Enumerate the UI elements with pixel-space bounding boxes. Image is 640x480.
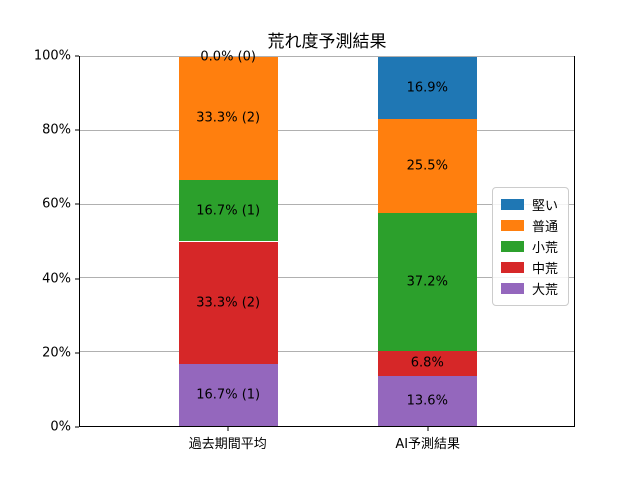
- y-tick-label: 0%: [50, 419, 71, 435]
- bar-segment-label: 16.9%: [406, 80, 448, 96]
- bar-segment-label: 0.0% (0): [200, 49, 256, 65]
- x-tick-label: 過去期間平均: [188, 437, 267, 452]
- bar-segment-label: 13.6%: [406, 393, 448, 409]
- y-tick-mark: [75, 352, 79, 354]
- bar-segment: [178, 364, 278, 426]
- bar-segment: [178, 179, 278, 242]
- y-tick-mark: [75, 203, 79, 205]
- legend-entry: 普通: [501, 215, 558, 236]
- bar-segment: [377, 213, 477, 351]
- bar-segment: [377, 375, 477, 426]
- bar-segment-label: 6.8%: [410, 355, 444, 371]
- bar-segment-label: 37.2%: [406, 274, 448, 290]
- y-tick-mark: [75, 55, 79, 57]
- bar-segment: [377, 350, 477, 376]
- gridline: [80, 56, 574, 57]
- x-tick-mark: [227, 427, 229, 431]
- legend-label: 大荒: [532, 283, 559, 298]
- y-tick-label: 20%: [42, 345, 71, 361]
- bar-segment: [178, 57, 278, 180]
- y-tick-mark: [75, 426, 79, 428]
- legend: 堅い普通小荒中荒大荒: [492, 187, 570, 306]
- legend-label: 普通: [532, 220, 559, 235]
- gridline: [80, 129, 574, 131]
- legend-label: 中荒: [532, 262, 559, 277]
- bar-segment-label: 16.7% (1): [196, 203, 261, 219]
- legend-entry: 堅い: [501, 194, 558, 215]
- legend-entry: 中荒: [501, 257, 558, 278]
- legend-entry: 大荒: [501, 278, 558, 299]
- bar-segment-label: 33.3% (2): [196, 295, 261, 311]
- legend-swatch: [501, 199, 524, 210]
- bar-segment-label: 33.3% (2): [196, 110, 261, 126]
- bar-segment: [178, 241, 278, 365]
- gridline: [80, 351, 574, 353]
- gridline: [80, 203, 574, 205]
- x-tick-mark: [427, 427, 429, 431]
- y-tick-mark: [75, 278, 79, 280]
- y-tick-label: 100%: [33, 48, 71, 64]
- bar-segment: [377, 57, 477, 120]
- x-tick-label: AI予測結果: [395, 437, 461, 452]
- legend-swatch: [501, 283, 524, 294]
- y-tick-mark: [75, 129, 79, 131]
- legend-swatch: [501, 262, 524, 273]
- y-tick-label: 60%: [42, 196, 71, 212]
- bar-segment: [377, 119, 477, 214]
- y-tick-label: 40%: [42, 271, 71, 287]
- legend-entry: 小荒: [501, 236, 558, 257]
- legend-label: 小荒: [532, 241, 559, 256]
- legend-label: 堅い: [532, 199, 559, 214]
- chart-title: 荒れ度予測結果: [267, 32, 387, 52]
- bar-segment-label: 16.7% (1): [196, 387, 261, 403]
- gridline: [80, 277, 574, 279]
- legend-swatch: [501, 241, 524, 252]
- legend-swatch: [501, 220, 524, 231]
- y-tick-label: 80%: [42, 122, 71, 138]
- bar-segment-label: 25.5%: [406, 158, 448, 174]
